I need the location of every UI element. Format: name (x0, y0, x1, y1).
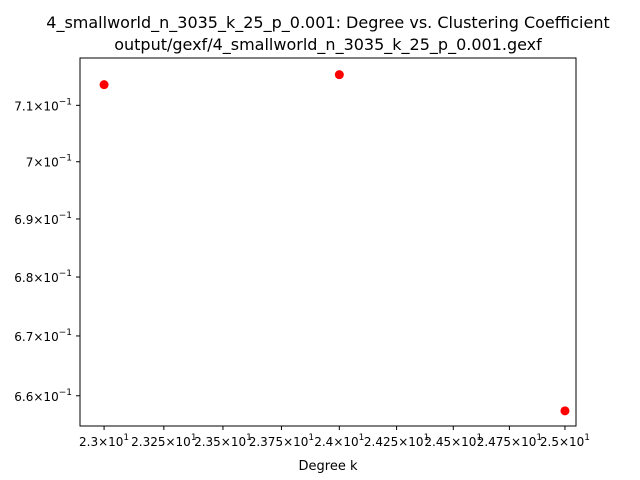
y-tick-label-5: 6.6×10−1 (14, 388, 72, 404)
scatter-points (99, 70, 570, 416)
chart-subtitle: output/gexf/4_smallworld_n_3035_k_25_p_0… (114, 35, 542, 55)
x-tick-label-5: 2.425×101 (364, 433, 429, 449)
x-tick-label-3: 2.375×101 (249, 433, 314, 449)
data-point-0-2 (560, 406, 570, 416)
y-tick-label-3: 6.8×10−1 (14, 269, 72, 285)
x-tick-label-8: 2.5×101 (540, 433, 590, 449)
x-tick-label-0: 2.3×101 (79, 433, 129, 449)
x-tick-label-1: 2.325×101 (131, 433, 196, 449)
x-tick-label-2: 2.35×101 (194, 433, 252, 449)
x-axis-label: Degree k (299, 459, 358, 474)
y-tick-label-0: 7.1×10−1 (14, 97, 72, 113)
x-tick-label-6: 2.45×101 (424, 433, 482, 449)
y-tick-label-1: 7×10−1 (26, 154, 72, 170)
plot-frame (79, 57, 577, 427)
x-tick-label-7: 2.475×101 (477, 433, 542, 449)
chart-title: 4_smallworld_n_3035_k_25_p_0.001: Degree… (46, 13, 609, 33)
y-tick-label-4: 6.7×10−1 (14, 328, 72, 344)
x-tick-label-4: 2.4×101 (314, 433, 364, 449)
y-axis-ticks: 7.1×10−1 7×10−1 6.9×10−1 6.8×10−1 6.7×10−1 6.… (14, 97, 80, 404)
data-point-0-0 (99, 80, 109, 90)
plot-area (79, 57, 577, 427)
y-tick-label-2: 6.9×10−1 (14, 211, 72, 227)
data-point-0-1 (334, 70, 344, 80)
